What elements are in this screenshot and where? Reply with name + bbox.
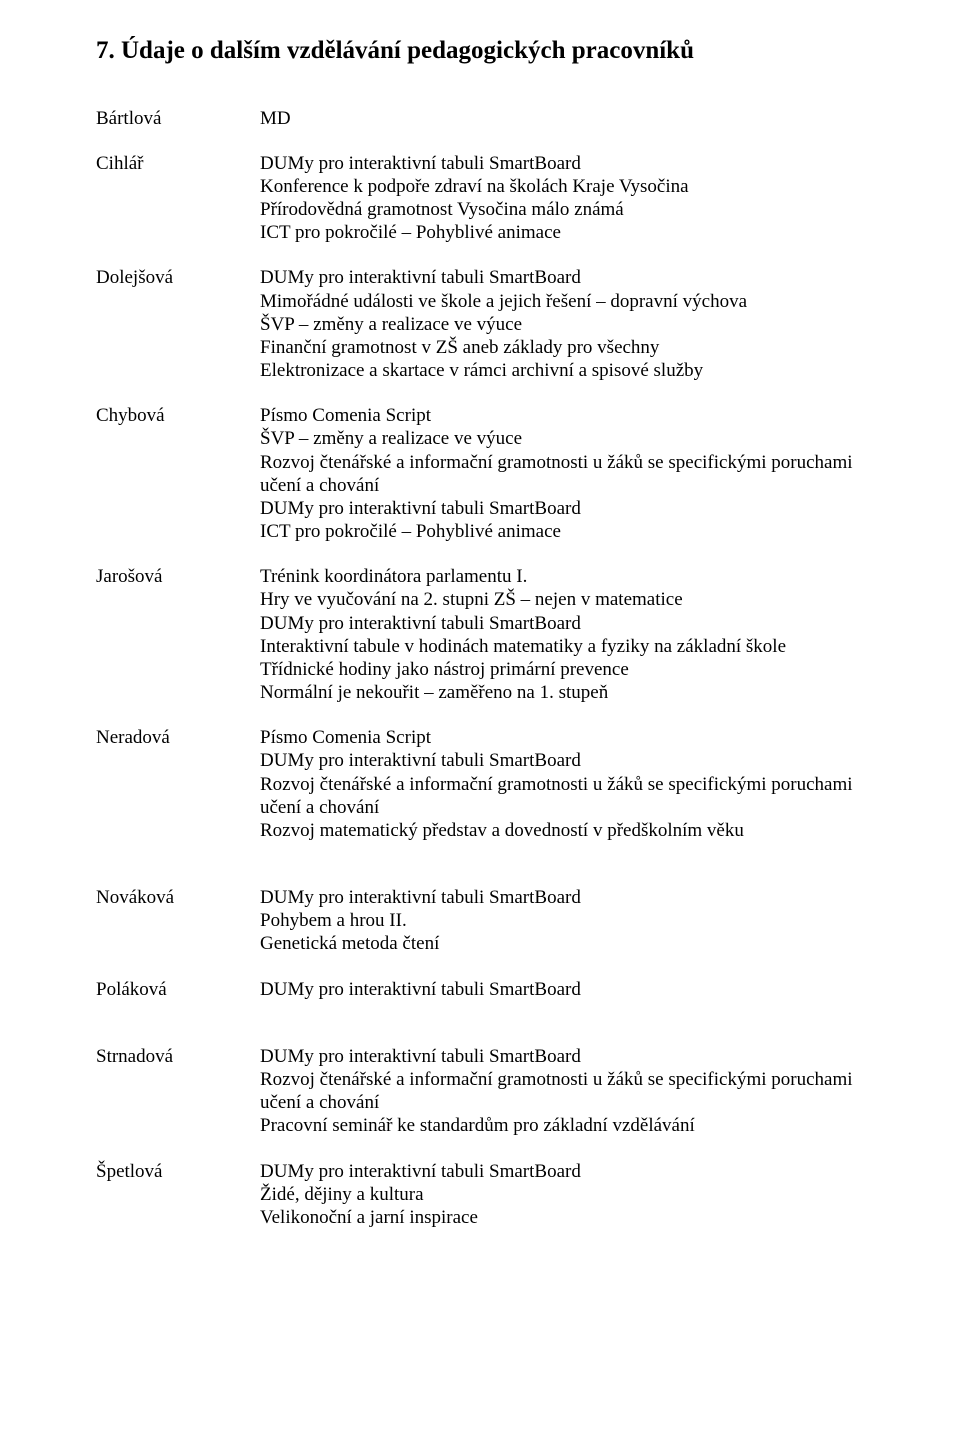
person-body: DUMy pro interaktivní tabuli SmartBoard … (260, 886, 912, 956)
line: ICT pro pokročilé – Pohyblivé animace (260, 221, 912, 244)
line: ICT pro pokročilé – Pohyblivé animace (260, 520, 912, 543)
person-name: Dolejšová (96, 266, 260, 289)
page: 7. Údaje o dalším vzdělávání pedagogický… (0, 0, 960, 1453)
entry-cihlar: Cihlář DUMy pro interaktivní tabuli Smar… (96, 152, 912, 245)
line: Trénink koordinátora parlamentu I. (260, 565, 912, 588)
person-body: Písmo Comenia Script DUMy pro interaktiv… (260, 726, 912, 842)
person-name: Nováková (96, 886, 260, 909)
section-heading: 7. Údaje o dalším vzdělávání pedagogický… (96, 36, 912, 67)
person-name: Strnadová (96, 1045, 260, 1068)
entry-chybova: Chybová Písmo Comenia Script ŠVP – změny… (96, 404, 912, 543)
line: DUMy pro interaktivní tabuli SmartBoard (260, 978, 912, 1001)
section-gap (96, 864, 912, 886)
line: Mimořádné události ve škole a jejich řeš… (260, 290, 912, 313)
line: Rozvoj čtenářské a informační gramotnost… (260, 1068, 912, 1091)
person-name: Cihlář (96, 152, 260, 175)
entry-novakova: Nováková DUMy pro interaktivní tabuli Sm… (96, 886, 912, 956)
line: Finanční gramotnost v ZŠ aneb základy pr… (260, 336, 912, 359)
person-name: Bártlová (96, 107, 260, 130)
line: Rozvoj čtenářské a informační gramotnost… (260, 773, 912, 796)
person-name: Špetlová (96, 1160, 260, 1183)
person-name: Poláková (96, 978, 260, 1001)
line: Písmo Comenia Script (260, 726, 912, 749)
entry-polakova: Poláková DUMy pro interaktivní tabuli Sm… (96, 978, 912, 1001)
entry-jarosova: Jarošová Trénink koordinátora parlamentu… (96, 565, 912, 704)
line: Pohybem a hrou II. (260, 909, 912, 932)
person-body: DUMy pro interaktivní tabuli SmartBoard … (260, 152, 912, 245)
line: učení a chování (260, 796, 912, 819)
line: DUMy pro interaktivní tabuli SmartBoard (260, 612, 912, 635)
line: DUMy pro interaktivní tabuli SmartBoard (260, 749, 912, 772)
person-body: Písmo Comenia Script ŠVP – změny a reali… (260, 404, 912, 543)
line: Židé, dějiny a kultura (260, 1183, 912, 1206)
line: ŠVP – změny a realizace ve výuce (260, 427, 912, 450)
person-body: Trénink koordinátora parlamentu I. Hry v… (260, 565, 912, 704)
line: Konference k podpoře zdraví na školách K… (260, 175, 912, 198)
line: DUMy pro interaktivní tabuli SmartBoard (260, 1045, 912, 1068)
line: Rozvoj čtenářské a informační gramotnost… (260, 451, 912, 474)
entry-bartlova: Bártlová MD (96, 107, 912, 130)
person-body: DUMy pro interaktivní tabuli SmartBoard (260, 978, 912, 1001)
entry-dolejsova: Dolejšová DUMy pro interaktivní tabuli S… (96, 266, 912, 382)
line: DUMy pro interaktivní tabuli SmartBoard (260, 497, 912, 520)
line: DUMy pro interaktivní tabuli SmartBoard (260, 152, 912, 175)
person-body: DUMy pro interaktivní tabuli SmartBoard … (260, 266, 912, 382)
person-name: Jarošová (96, 565, 260, 588)
line: Přírodovědná gramotnost Vysočina málo zn… (260, 198, 912, 221)
line: Normální je nekouřit – zaměřeno na 1. st… (260, 681, 912, 704)
line: Rozvoj matematický představ a dovedností… (260, 819, 912, 842)
entry-strnadova: Strnadová DUMy pro interaktivní tabuli S… (96, 1045, 912, 1138)
line: Genetická metoda čtení (260, 932, 912, 955)
person-name: Chybová (96, 404, 260, 427)
entry-spetlova: Špetlová DUMy pro interaktivní tabuli Sm… (96, 1160, 912, 1230)
line: učení a chování (260, 474, 912, 497)
person-name: Neradová (96, 726, 260, 749)
person-body: DUMy pro interaktivní tabuli SmartBoard … (260, 1045, 912, 1138)
person-body: MD (260, 107, 912, 130)
line: Písmo Comenia Script (260, 404, 912, 427)
entry-neradova: Neradová Písmo Comenia Script DUMy pro i… (96, 726, 912, 842)
line: DUMy pro interaktivní tabuli SmartBoard (260, 1160, 912, 1183)
line: ŠVP – změny a realizace ve výuce (260, 313, 912, 336)
line: Hry ve vyučování na 2. stupni ZŠ – nejen… (260, 588, 912, 611)
line: Interaktivní tabule v hodinách matematik… (260, 635, 912, 658)
line: Velikonoční a jarní inspirace (260, 1206, 912, 1229)
section-gap (96, 1023, 912, 1045)
line: Pracovní seminář ke standardům pro zákla… (260, 1114, 912, 1137)
line: DUMy pro interaktivní tabuli SmartBoard (260, 266, 912, 289)
person-body: DUMy pro interaktivní tabuli SmartBoard … (260, 1160, 912, 1230)
line: Třídnické hodiny jako nástroj primární p… (260, 658, 912, 681)
line: MD (260, 107, 912, 130)
line: učení a chování (260, 1091, 912, 1114)
line: DUMy pro interaktivní tabuli SmartBoard (260, 886, 912, 909)
line: Elektronizace a skartace v rámci archivn… (260, 359, 912, 382)
